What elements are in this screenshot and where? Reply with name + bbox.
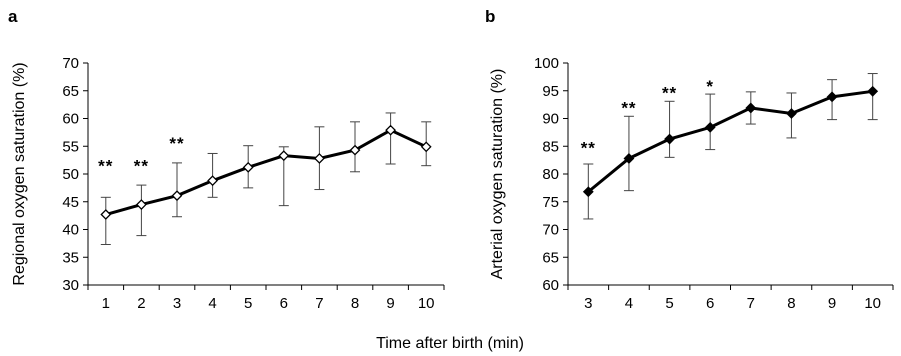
panel-b-y-tick-label: 80 bbox=[542, 166, 559, 183]
panel-a-y-tick-label: 55 bbox=[62, 138, 79, 155]
panel-b-data-point bbox=[745, 102, 757, 114]
panel-a-x-tick-label: 10 bbox=[418, 295, 435, 312]
panel-b-data-point bbox=[867, 85, 879, 97]
panel-b-x-tick-label: 10 bbox=[864, 295, 881, 312]
panel-b-data-point bbox=[664, 133, 675, 145]
panel-a-significance-marker: ** bbox=[169, 134, 184, 153]
panel-b-series-line bbox=[587, 89, 873, 193]
panel-a-significance-marker: ** bbox=[134, 157, 149, 176]
panel-b-y-tick-label: 70 bbox=[542, 222, 559, 239]
panel-b-y-tick-label: 90 bbox=[542, 111, 559, 128]
panel-a-y-tick-label: 45 bbox=[62, 194, 79, 211]
panel-a-data-point bbox=[278, 150, 290, 162]
panel-b-x-tick-label: 7 bbox=[747, 295, 755, 312]
panel-a-x-tick-label: 4 bbox=[208, 295, 216, 312]
panel-a-data-point bbox=[100, 209, 112, 220]
panel-a-x-tick-label: 3 bbox=[173, 295, 181, 312]
panel-a-data-point bbox=[385, 124, 397, 136]
panel-b-significance-marker: * bbox=[706, 77, 714, 96]
panel-a-y-tick-label: 40 bbox=[62, 222, 79, 239]
panel-a-y-axis-title: Regional oxygen saturation (%) bbox=[11, 62, 28, 285]
panel-a-y-tick-label: 70 bbox=[62, 55, 79, 72]
panel-b-label: b bbox=[485, 7, 495, 26]
panel-b-significance-marker: ** bbox=[662, 83, 677, 102]
panel-a-x-tick-label: 8 bbox=[351, 295, 359, 312]
panel-b-x-tick-label: 4 bbox=[625, 295, 633, 312]
panel-a-series-line bbox=[105, 128, 427, 216]
panel-a-data-point bbox=[420, 141, 432, 153]
shared-x-axis-title: Time after birth (min) bbox=[376, 335, 524, 352]
panel-b-x-tick-label: 5 bbox=[665, 295, 673, 312]
panel-b-data-point bbox=[582, 186, 594, 198]
panel-a-data-point bbox=[242, 161, 254, 173]
panel-a-y-tick-label: 60 bbox=[62, 111, 79, 128]
panel-a-y-tick-label: 65 bbox=[62, 83, 79, 100]
panel-b-y-tick-label: 100 bbox=[534, 55, 559, 72]
panel-b-data-point bbox=[826, 91, 838, 103]
panel-b-y-tick-label: 75 bbox=[542, 194, 559, 211]
panel-b-significance-marker: ** bbox=[581, 138, 596, 157]
panel-b-significance-marker: ** bbox=[621, 98, 636, 117]
panel-a-y-tick-label: 35 bbox=[62, 249, 79, 266]
panel-a-y-tick-label: 50 bbox=[62, 166, 79, 183]
panel-b-data-point bbox=[704, 121, 716, 133]
panel-a-significance-marker: ** bbox=[98, 157, 113, 176]
panel-a-data-point bbox=[171, 190, 183, 202]
panel-b-y-axis-title: Arterial oxygen saturation (%) bbox=[489, 69, 506, 280]
panel-a-x-tick-label: 7 bbox=[315, 295, 323, 312]
panel-a-data-point bbox=[313, 153, 325, 164]
panel-a-y-tick-label: 30 bbox=[62, 277, 79, 294]
panel-a-x-tick-label: 6 bbox=[280, 295, 288, 312]
panel-b-y-tick-label: 65 bbox=[542, 249, 559, 266]
panel-b-y-tick-label: 85 bbox=[542, 138, 559, 155]
panel-a-x-tick-label: 5 bbox=[244, 295, 252, 312]
panel-b-y-tick-label: 95 bbox=[542, 83, 559, 100]
panel-b-x-tick-label: 3 bbox=[584, 295, 592, 312]
panel-a-data-point bbox=[349, 144, 361, 156]
panel-a-x-tick-label: 2 bbox=[137, 295, 145, 312]
panel-a-data-point bbox=[135, 199, 147, 210]
panel-a-data-point bbox=[207, 175, 219, 187]
panel-b-data-point bbox=[786, 108, 797, 119]
panel-b-x-tick-label: 9 bbox=[828, 295, 836, 312]
panel-a-x-tick-label: 1 bbox=[102, 295, 110, 312]
panel-b-x-tick-label: 8 bbox=[787, 295, 795, 312]
panel-a-x-tick-label: 9 bbox=[386, 295, 394, 312]
panel-b-x-tick-label: 6 bbox=[706, 295, 714, 312]
panel-b-y-tick-label: 60 bbox=[542, 277, 559, 294]
panel-a-label: a bbox=[8, 7, 18, 26]
panel-b-data-point bbox=[623, 153, 635, 164]
